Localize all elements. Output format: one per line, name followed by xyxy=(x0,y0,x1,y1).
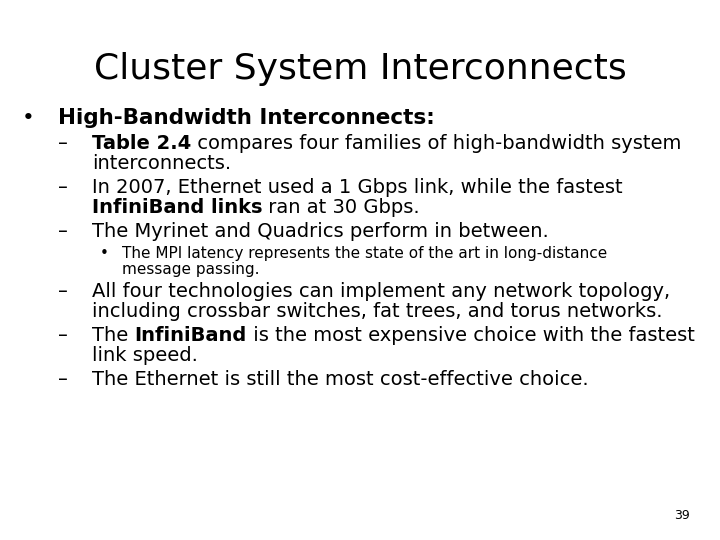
Text: –: – xyxy=(58,178,68,197)
Text: InfiniBand links: InfiniBand links xyxy=(92,198,263,217)
Text: InfiniBand: InfiniBand xyxy=(135,326,247,345)
Text: The: The xyxy=(92,326,135,345)
Text: ran at 30 Gbps.: ran at 30 Gbps. xyxy=(263,198,420,217)
Text: Cluster System Interconnects: Cluster System Interconnects xyxy=(94,52,626,86)
Text: –: – xyxy=(58,222,68,241)
Text: link speed.: link speed. xyxy=(92,346,198,365)
Text: compares four families of high-bandwidth system: compares four families of high-bandwidth… xyxy=(192,134,682,153)
Text: In 2007, Ethernet used a 1 Gbps link, while the fastest: In 2007, Ethernet used a 1 Gbps link, wh… xyxy=(92,178,623,197)
Text: The Myrinet and Quadrics perform in between.: The Myrinet and Quadrics perform in betw… xyxy=(92,222,549,241)
Text: –: – xyxy=(58,282,68,301)
Text: 39: 39 xyxy=(674,509,690,522)
Text: including crossbar switches, fat trees, and torus networks.: including crossbar switches, fat trees, … xyxy=(92,302,662,321)
Text: Table 2.4: Table 2.4 xyxy=(92,134,192,153)
Text: is the most expensive choice with the fastest: is the most expensive choice with the fa… xyxy=(247,326,695,345)
Text: •: • xyxy=(100,246,109,261)
Text: The Ethernet is still the most cost-effective choice.: The Ethernet is still the most cost-effe… xyxy=(92,370,589,389)
Text: interconnects.: interconnects. xyxy=(92,154,231,173)
Text: message passing.: message passing. xyxy=(122,262,259,277)
Text: High-Bandwidth Interconnects:: High-Bandwidth Interconnects: xyxy=(58,108,435,128)
Text: The MPI latency represents the state of the art in long-distance: The MPI latency represents the state of … xyxy=(122,246,607,261)
Text: •: • xyxy=(22,108,35,128)
Text: –: – xyxy=(58,370,68,389)
Text: –: – xyxy=(58,134,68,153)
Text: All four technologies can implement any network topology,: All four technologies can implement any … xyxy=(92,282,670,301)
Text: –: – xyxy=(58,326,68,345)
